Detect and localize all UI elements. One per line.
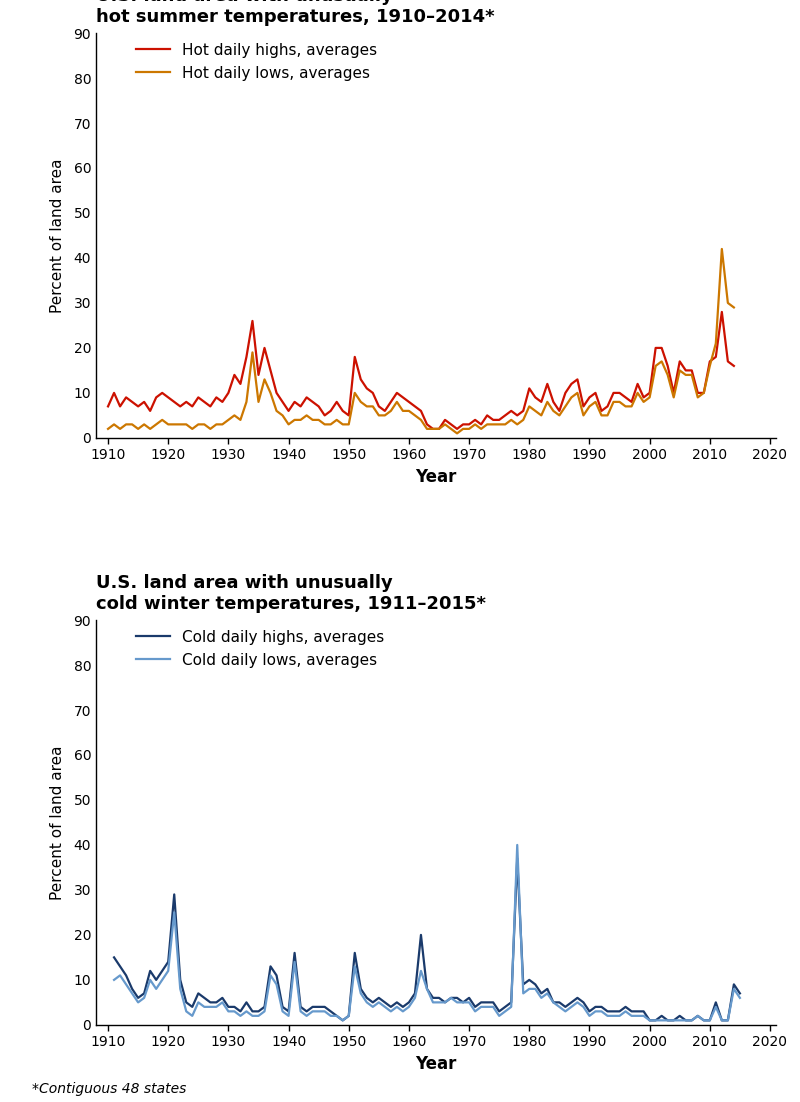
Line: Cold daily highs, averages: Cold daily highs, averages [114, 858, 740, 1020]
Hot daily highs, averages [187, 400, 197, 413]
Cold daily lows, averages [573, 996, 582, 1009]
Line: Hot daily lows, averages: Hot daily lows, averages [108, 249, 734, 433]
Cold daily lows, averages [356, 986, 366, 1000]
X-axis label: Year: Year [415, 468, 457, 486]
Cold daily highs, averages [110, 951, 119, 964]
Cold daily highs, averages [386, 1001, 396, 1014]
Hot daily lows, averages [566, 391, 576, 404]
Legend: Cold daily highs, averages, Cold daily lows, averages: Cold daily highs, averages, Cold daily l… [130, 624, 390, 674]
Y-axis label: Percent of land area: Percent of land area [50, 159, 65, 313]
Hot daily lows, averages [110, 418, 119, 431]
Hot daily lows, averages [374, 409, 384, 422]
Cold daily highs, averages [356, 982, 366, 995]
Hot daily highs, averages [110, 387, 119, 400]
Line: Hot daily highs, averages: Hot daily highs, averages [108, 312, 734, 429]
Cold daily highs, averages [115, 960, 125, 973]
Cold daily highs, averages [513, 852, 522, 865]
Hot daily highs, averages [344, 409, 354, 422]
Hot daily lows, averages [452, 426, 462, 440]
Cold daily lows, averages [338, 1014, 347, 1027]
Text: *Contiguous 48 states: *Contiguous 48 states [32, 1082, 186, 1096]
Hot daily highs, averages [729, 359, 738, 372]
Cold daily lows, averages [386, 1005, 396, 1018]
Cold daily highs, averages [735, 986, 745, 1000]
Cold daily highs, averages [578, 996, 588, 1009]
Text: U.S. land area with unusually
hot summer temperatures, 1910–2014*: U.S. land area with unusually hot summer… [96, 0, 494, 26]
Cold daily lows, averages [110, 973, 119, 986]
Cold daily lows, averages [513, 839, 522, 852]
Cold daily highs, averages [194, 986, 203, 1000]
Hot daily lows, averages [103, 422, 113, 435]
Cold daily lows, averages [115, 969, 125, 982]
Hot daily highs, averages [428, 422, 438, 435]
Hot daily lows, averages [717, 242, 726, 256]
Cold daily lows, averages [578, 1001, 588, 1014]
Cold daily lows, averages [194, 996, 203, 1009]
Hot daily highs, averages [561, 387, 570, 400]
Line: Cold daily lows, averages: Cold daily lows, averages [114, 845, 740, 1020]
Cold daily highs, averages [573, 992, 582, 1005]
Hot daily lows, averages [187, 422, 197, 435]
Cold daily lows, averages [735, 992, 745, 1005]
Cold daily highs, averages [338, 1014, 347, 1027]
Hot daily lows, averages [729, 301, 738, 314]
Text: U.S. land area with unusually
cold winter temperatures, 1911–2015*: U.S. land area with unusually cold winte… [96, 574, 486, 613]
Hot daily highs, averages [566, 377, 576, 390]
Hot daily lows, averages [561, 400, 570, 413]
Hot daily highs, averages [717, 305, 726, 318]
Hot daily lows, averages [344, 418, 354, 431]
Legend: Hot daily highs, averages, Hot daily lows, averages: Hot daily highs, averages, Hot daily low… [130, 37, 383, 87]
Y-axis label: Percent of land area: Percent of land area [50, 745, 65, 899]
X-axis label: Year: Year [415, 1055, 457, 1073]
Hot daily highs, averages [103, 400, 113, 413]
Hot daily highs, averages [374, 400, 384, 413]
